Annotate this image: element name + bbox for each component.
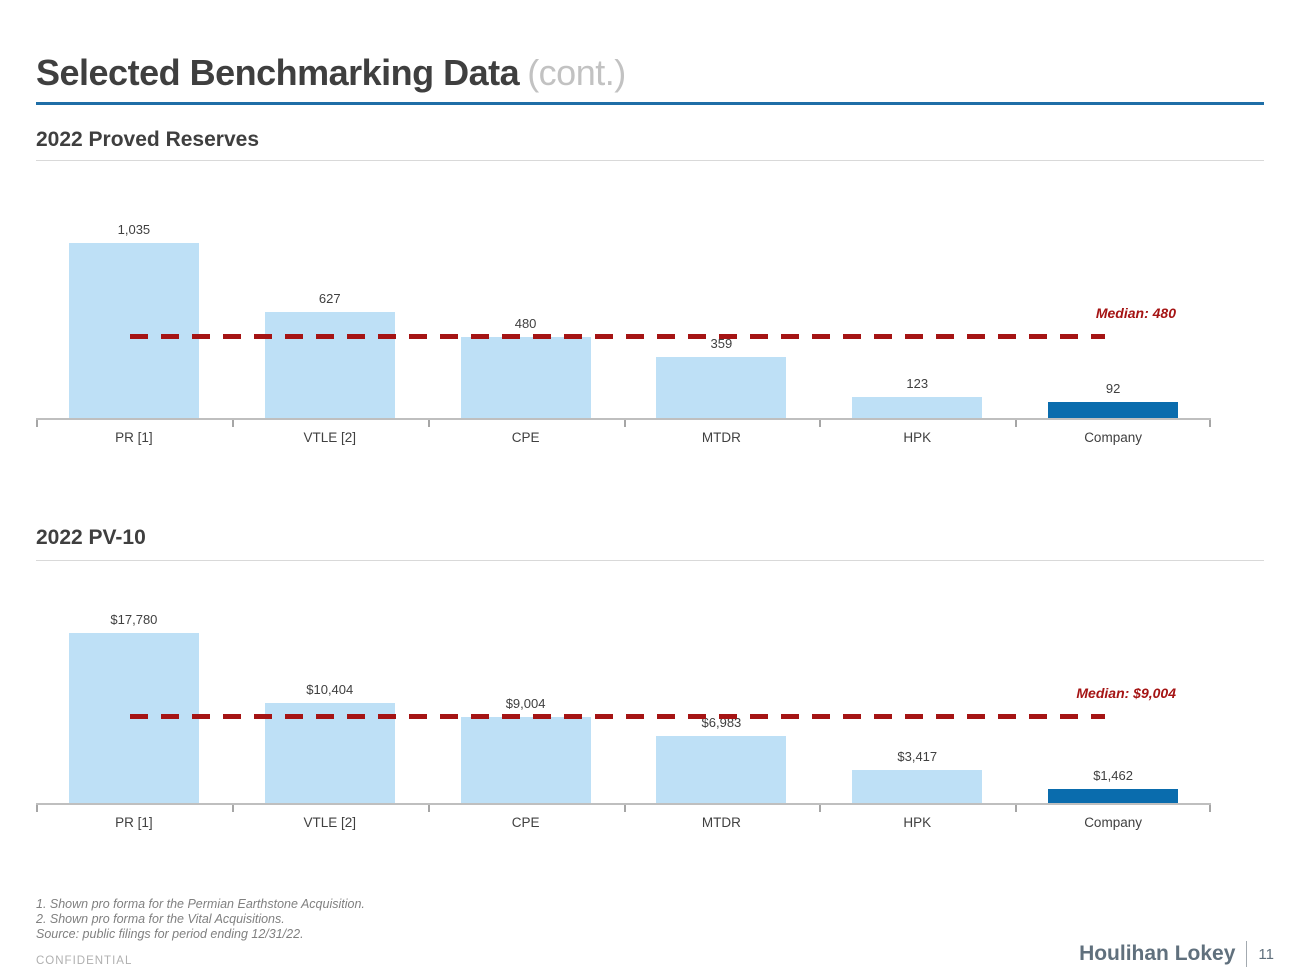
axis-tick xyxy=(1015,805,1018,812)
axis-label: CPE xyxy=(511,430,540,445)
axis-tick xyxy=(427,420,430,427)
chart-pv10: $17,780 PR [1] $10,404 VTLE [2] $9,004 CPE $6,… xyxy=(36,583,1211,830)
section-title-pv10: 2022 PV-10 xyxy=(36,526,146,549)
median-line xyxy=(129,334,1106,340)
title-accent-rule xyxy=(36,102,1264,105)
axis-label: MTDR xyxy=(701,430,741,445)
footnote-1: 1. Shown pro forma for the Permian Earth… xyxy=(36,897,365,911)
bar-value-label: $17,780 xyxy=(110,611,158,627)
bar xyxy=(852,397,983,418)
page-title: Selected Benchmarking Data (cont.) xyxy=(36,52,626,94)
axis-tick xyxy=(231,805,234,812)
section-title-proved-reserves: 2022 Proved Reserves xyxy=(36,128,259,151)
bar-value-label: 359 xyxy=(710,336,733,352)
footnotes: 1. Shown pro forma for the Permian Earth… xyxy=(36,897,365,943)
bar-value-label: $9,004 xyxy=(505,695,546,711)
bar-value-label: 480 xyxy=(514,315,537,331)
axis-tick xyxy=(623,805,626,812)
axis-tick xyxy=(819,420,822,427)
axis-label: VTLE [2] xyxy=(303,815,357,830)
bar-value-label: $10,404 xyxy=(306,682,354,698)
bar xyxy=(656,357,787,418)
page-number: 11 xyxy=(1258,945,1274,963)
median-label: Median: $9,004 xyxy=(1076,684,1176,701)
bar xyxy=(264,311,395,418)
axis-label: Company xyxy=(1084,815,1142,830)
bar-value-label: 627 xyxy=(318,290,341,306)
axis-label: VTLE [2] xyxy=(303,430,357,445)
bar-value-label: 123 xyxy=(906,376,929,392)
footnote-2: 2. Shown pro forma for the Vital Acquisi… xyxy=(36,912,285,927)
page-title-suffix: (cont.) xyxy=(527,52,626,93)
bar-value-label: 1,035 xyxy=(117,221,151,237)
bar xyxy=(460,716,591,803)
median-label: Median: 480 xyxy=(1095,304,1176,321)
bar-highlight xyxy=(1048,789,1179,803)
axis-label: PR [1] xyxy=(115,815,153,830)
chart-proved-reserves: 1,035 PR [1] 627 VTLE [2] 480 CPE 359 MTDR 123 HP… xyxy=(36,198,1211,445)
houlihan-lokey-logo: Houlihan Lokey xyxy=(1079,942,1236,965)
axis-tick xyxy=(231,420,234,427)
bar-value-label: 92 xyxy=(1105,381,1121,397)
bar xyxy=(852,770,983,803)
bar xyxy=(264,703,395,803)
axis-label: HPK xyxy=(903,430,932,445)
axis-tick xyxy=(36,420,38,427)
axis-tick xyxy=(427,805,430,812)
bar-value-label: $1,462 xyxy=(1093,768,1133,784)
bar-value-label: $3,417 xyxy=(897,749,938,765)
axis-label: PR [1] xyxy=(115,430,153,445)
section-rule xyxy=(36,560,1264,561)
axis-label: HPK xyxy=(903,815,932,830)
axis-tick xyxy=(36,805,38,812)
bar xyxy=(460,336,591,418)
axis-label: Company xyxy=(1084,430,1142,445)
footnote-source: Source: public filings for period ending… xyxy=(36,927,304,942)
bar-highlight xyxy=(1048,402,1179,418)
axis-tick xyxy=(623,420,626,427)
confidential-label: CONFIDENTIAL xyxy=(36,955,133,967)
axis-tick xyxy=(1209,805,1211,812)
bar xyxy=(656,736,787,803)
section-rule xyxy=(36,160,1264,161)
bar xyxy=(68,242,199,418)
axis-tick xyxy=(819,805,822,812)
axis-label: CPE xyxy=(511,815,540,830)
footer-divider xyxy=(1246,941,1248,967)
axis-tick xyxy=(1015,420,1018,427)
median-line xyxy=(129,714,1106,720)
page-title-main: Selected Benchmarking Data xyxy=(36,52,520,93)
footer: Houlihan Lokey 11 xyxy=(1079,941,1274,967)
axis-tick xyxy=(1209,420,1211,427)
axis-label: MTDR xyxy=(701,815,741,830)
